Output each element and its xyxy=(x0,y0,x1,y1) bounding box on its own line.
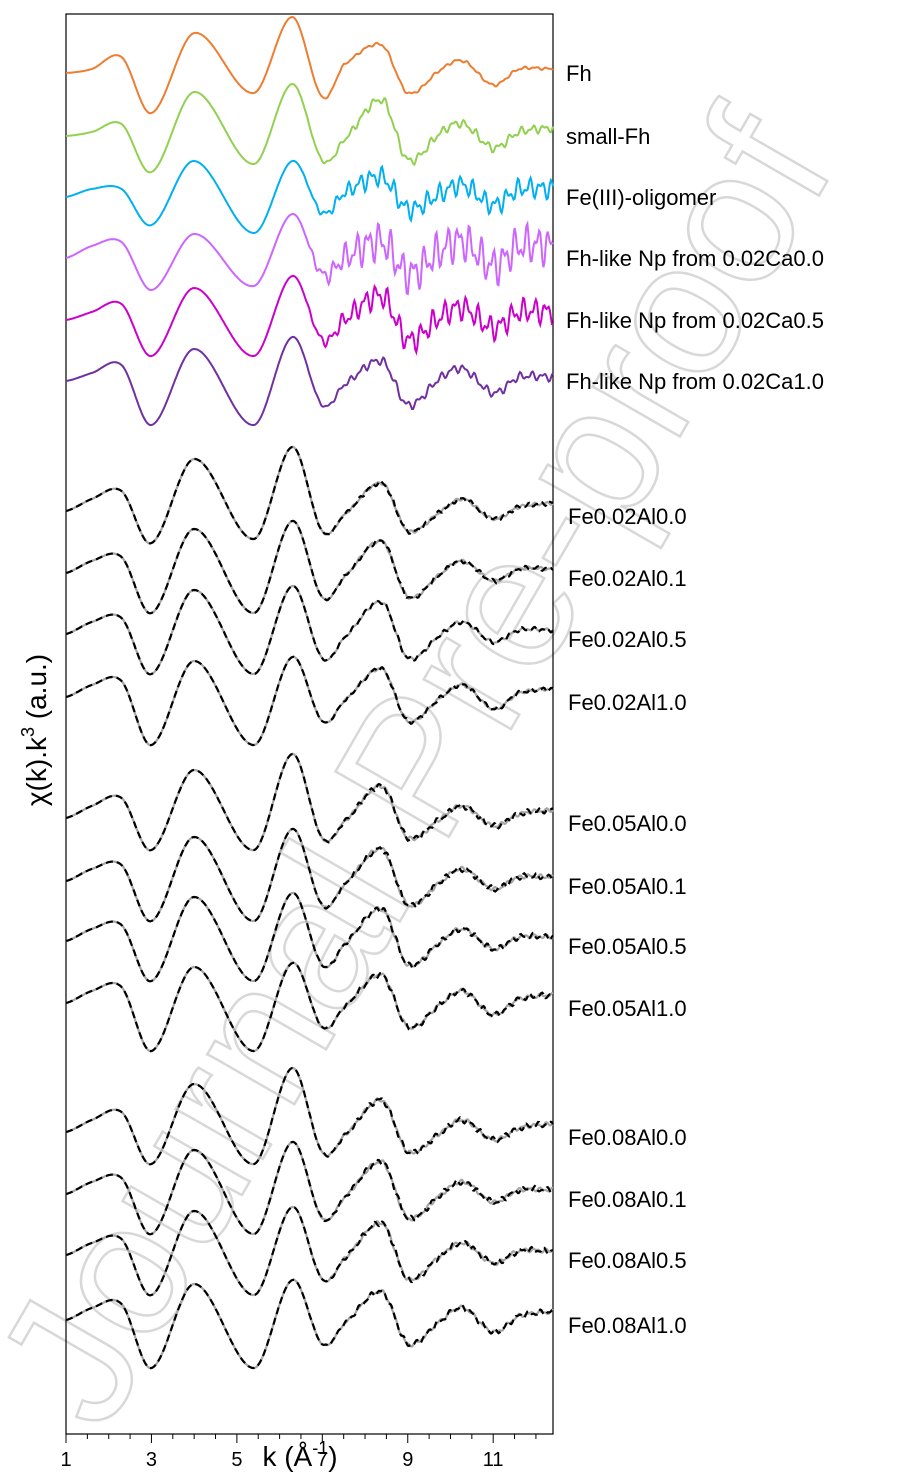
series-label: Fe0.02Al0.1 xyxy=(568,566,687,591)
x-axis-ticks xyxy=(65,1434,537,1443)
series-line xyxy=(65,213,554,296)
series-label: Fe0.02Al0.0 xyxy=(568,504,687,529)
series-label: Fh-like Np from 0.02Ca1.0 xyxy=(566,369,824,394)
y-axis-label: χ(k).k3 (a.u.) xyxy=(18,654,52,806)
series-line xyxy=(65,274,554,358)
series-label: Fe0.05Al0.1 xyxy=(568,874,687,899)
series-label: small-Fh xyxy=(566,124,650,149)
x-axis-tick-labels: 1 3 5 7 9 11 xyxy=(60,1449,503,1471)
series-label: Fe0.05Al0.0 xyxy=(568,811,687,836)
series-group xyxy=(65,15,554,1370)
series-fit-line xyxy=(65,961,554,1053)
x-tick-label: 11 xyxy=(483,1449,504,1471)
watermark-text: Journal Pre-proof xyxy=(0,78,873,1456)
x-tick-label: 5 xyxy=(231,1449,242,1471)
plot-frame xyxy=(65,13,554,1435)
series-fit-line xyxy=(65,1205,554,1297)
x-tick-label: 9 xyxy=(402,1449,413,1471)
series-label: Fe0.08Al1.0 xyxy=(568,1313,687,1338)
series-fit-line xyxy=(65,584,554,676)
x-tick-label: 3 xyxy=(146,1449,157,1471)
series-fit-line xyxy=(65,519,554,615)
series-line xyxy=(65,82,554,174)
x-axis-label: k (Å-1) xyxy=(262,1438,337,1472)
series-label: Fe0.02Al1.0 xyxy=(568,690,687,715)
series-label: Fh-like Np from 0.02Ca0.0 xyxy=(566,246,824,271)
series-fit-line xyxy=(65,1066,554,1166)
series-fit-line xyxy=(65,827,554,923)
series-label: Fe0.05Al0.5 xyxy=(568,934,687,959)
series-label: Fe0.08Al0.0 xyxy=(568,1125,687,1150)
series-fit-line xyxy=(65,1278,554,1370)
series-fit-line xyxy=(65,1140,554,1236)
x-tick-label: 7 xyxy=(317,1449,328,1471)
series-line xyxy=(65,15,554,115)
series-labels: Fh small-Fh Fe(III)-oligomer Fh-like Np fro… xyxy=(566,61,824,1338)
series-fit-line xyxy=(65,445,554,545)
series-label: Fh xyxy=(566,61,592,86)
series-line xyxy=(65,159,554,235)
series-label: Fe0.05Al1.0 xyxy=(568,996,687,1021)
series-line xyxy=(65,335,554,427)
series-label: Fe0.02Al0.5 xyxy=(568,627,687,652)
series-label: Fe0.08Al0.1 xyxy=(568,1187,687,1212)
series-fit-line xyxy=(65,752,553,852)
series-label: Fe0.08Al0.5 xyxy=(568,1248,687,1273)
series-label: Fe(III)-oligomer xyxy=(566,185,716,210)
series-fit-line xyxy=(65,655,554,747)
x-tick-label: 1 xyxy=(60,1449,71,1471)
series-fit-line xyxy=(65,891,554,983)
series-label: Fh-like Np from 0.02Ca0.5 xyxy=(566,308,824,333)
